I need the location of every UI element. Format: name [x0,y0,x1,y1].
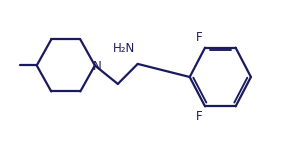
Text: H₂N: H₂N [113,42,135,55]
Text: F: F [196,110,202,123]
Text: N: N [93,60,102,73]
Text: F: F [196,31,202,44]
